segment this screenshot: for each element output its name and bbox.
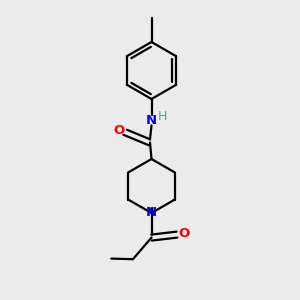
Text: H: H <box>158 110 168 123</box>
Text: N: N <box>146 206 157 220</box>
Text: O: O <box>113 124 125 137</box>
Text: N: N <box>146 113 157 127</box>
Text: O: O <box>178 226 189 240</box>
